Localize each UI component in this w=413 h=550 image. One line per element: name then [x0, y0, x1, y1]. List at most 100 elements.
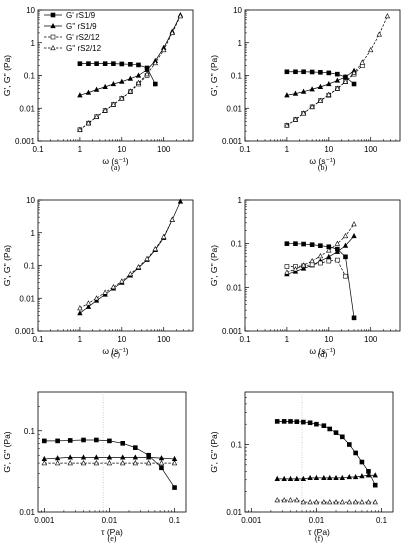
y-tick-label: 0.01 — [226, 283, 242, 292]
x-tick-label: 100 — [364, 335, 378, 344]
data-point-triangle — [127, 270, 134, 277]
data-point-triangle — [85, 300, 92, 306]
data-point-triangle — [359, 473, 365, 479]
data-point-square — [318, 70, 323, 75]
legend-entry: G' rS1/9 — [66, 11, 96, 20]
data-point-triangle — [317, 83, 324, 89]
x-tick-label: 100 — [157, 335, 171, 344]
y-tick-label: 1 — [31, 229, 36, 238]
x-tick-label: 0.01 — [102, 516, 118, 525]
data-point-square — [136, 62, 141, 68]
data-point-triangle — [132, 460, 139, 466]
x-tick-label: 0.001 — [34, 516, 55, 525]
x-tick-label: 0.001 — [241, 516, 262, 525]
x-axis-label: ω (s⁻¹) — [309, 156, 335, 166]
x-tick-label: 1 — [285, 335, 290, 344]
data-point-triangle — [317, 97, 324, 103]
data-point-square — [107, 438, 112, 444]
data-point-square — [284, 264, 290, 269]
data-point-triangle — [292, 90, 299, 96]
data-point-triangle — [77, 92, 83, 98]
data-point-triangle — [346, 473, 353, 480]
data-point-triangle — [300, 475, 307, 481]
series-1 — [284, 241, 357, 321]
data-point-triangle — [132, 454, 139, 460]
y-tick-label: 0.1 — [24, 262, 36, 271]
data-point-triangle — [309, 103, 315, 109]
data-point-square — [314, 421, 319, 427]
data-point-square — [274, 419, 280, 424]
x-axis-label: ω (s⁻¹) — [309, 346, 335, 356]
data-point-square — [128, 61, 133, 67]
panel-caption: (f) — [315, 534, 323, 543]
y-tick-label: 0.01 — [19, 104, 35, 113]
data-point-triangle — [352, 499, 359, 505]
data-point-triangle — [102, 289, 108, 295]
y-axis-label: G', G'' (Pa) — [2, 431, 12, 472]
y-tick-label: 0.001 — [222, 327, 243, 336]
y-axis-label: G', G'' (Pa) — [2, 245, 12, 286]
series-line — [79, 219, 173, 309]
series-line — [79, 201, 181, 314]
data-point-triangle — [281, 475, 287, 481]
data-point-triangle — [93, 113, 100, 119]
data-point-triangle — [77, 310, 83, 316]
data-point-triangle — [67, 454, 73, 460]
data-point-triangle — [119, 278, 125, 284]
data-point-triangle — [177, 198, 184, 204]
data-point-triangle — [145, 460, 152, 466]
y-tick-label: 1 — [238, 196, 243, 205]
legend-entry: G' rS2/12 — [66, 33, 100, 42]
data-point-triangle — [313, 499, 320, 505]
data-point-square — [318, 260, 323, 266]
data-point-triangle — [292, 266, 299, 272]
plot-frame — [37, 391, 187, 513]
data-point-triangle — [307, 474, 313, 481]
data-point-triangle — [152, 60, 158, 66]
data-point-triangle — [365, 499, 372, 505]
data-point-triangle — [54, 460, 61, 466]
data-point-triangle — [384, 13, 391, 19]
data-point-triangle — [300, 88, 307, 94]
data-point-triangle — [93, 460, 100, 466]
data-point-square — [309, 262, 315, 267]
data-point-triangle — [327, 474, 333, 481]
data-point-triangle — [313, 474, 320, 481]
series-2 — [41, 454, 178, 462]
data-point-square — [111, 61, 116, 66]
data-point-triangle — [85, 89, 92, 95]
y-tick-label: 0.001 — [15, 137, 36, 146]
data-point-triangle — [120, 460, 126, 466]
data-point-triangle — [50, 22, 56, 29]
data-point-square — [321, 423, 327, 429]
data-point-triangle — [326, 80, 332, 87]
data-point-triangle — [54, 455, 61, 461]
data-point-triangle — [110, 101, 117, 107]
data-point-triangle — [93, 454, 100, 460]
data-point-triangle — [309, 257, 315, 264]
x-tick-label: 1 — [285, 145, 290, 154]
legend-entry: G'' rS1/9 — [66, 22, 97, 31]
data-point-square — [294, 419, 300, 424]
data-point-triangle — [85, 303, 92, 309]
chart-panel: 0.001 0.01 0.10.010.1τ (Pa)G', G'' (Pa)(f) — [209, 391, 394, 543]
data-point-triangle — [110, 80, 117, 87]
data-point-square — [55, 438, 60, 444]
data-point-triangle — [135, 263, 142, 270]
plot-frame — [37, 199, 194, 332]
chart-panel: 0.1 1 10 100 0.001 0.01 0.1 1 ω (s⁻¹) G', G'' (Pa… — [209, 196, 401, 359]
data-point-square — [50, 12, 56, 18]
data-point-square — [340, 434, 345, 440]
x-tick-label: 1 — [78, 335, 83, 344]
y-tick-label: 1 — [238, 39, 243, 48]
series-line — [277, 474, 376, 480]
data-point-triangle — [334, 248, 341, 254]
x-tick-label: 0.1 — [239, 145, 251, 154]
data-point-square — [67, 438, 73, 443]
y-tick-label: 0.1 — [231, 72, 243, 81]
series-4 — [77, 13, 184, 132]
data-point-triangle — [372, 499, 378, 505]
data-point-square — [343, 273, 348, 279]
data-point-square — [318, 243, 323, 248]
data-point-triangle — [351, 69, 357, 76]
